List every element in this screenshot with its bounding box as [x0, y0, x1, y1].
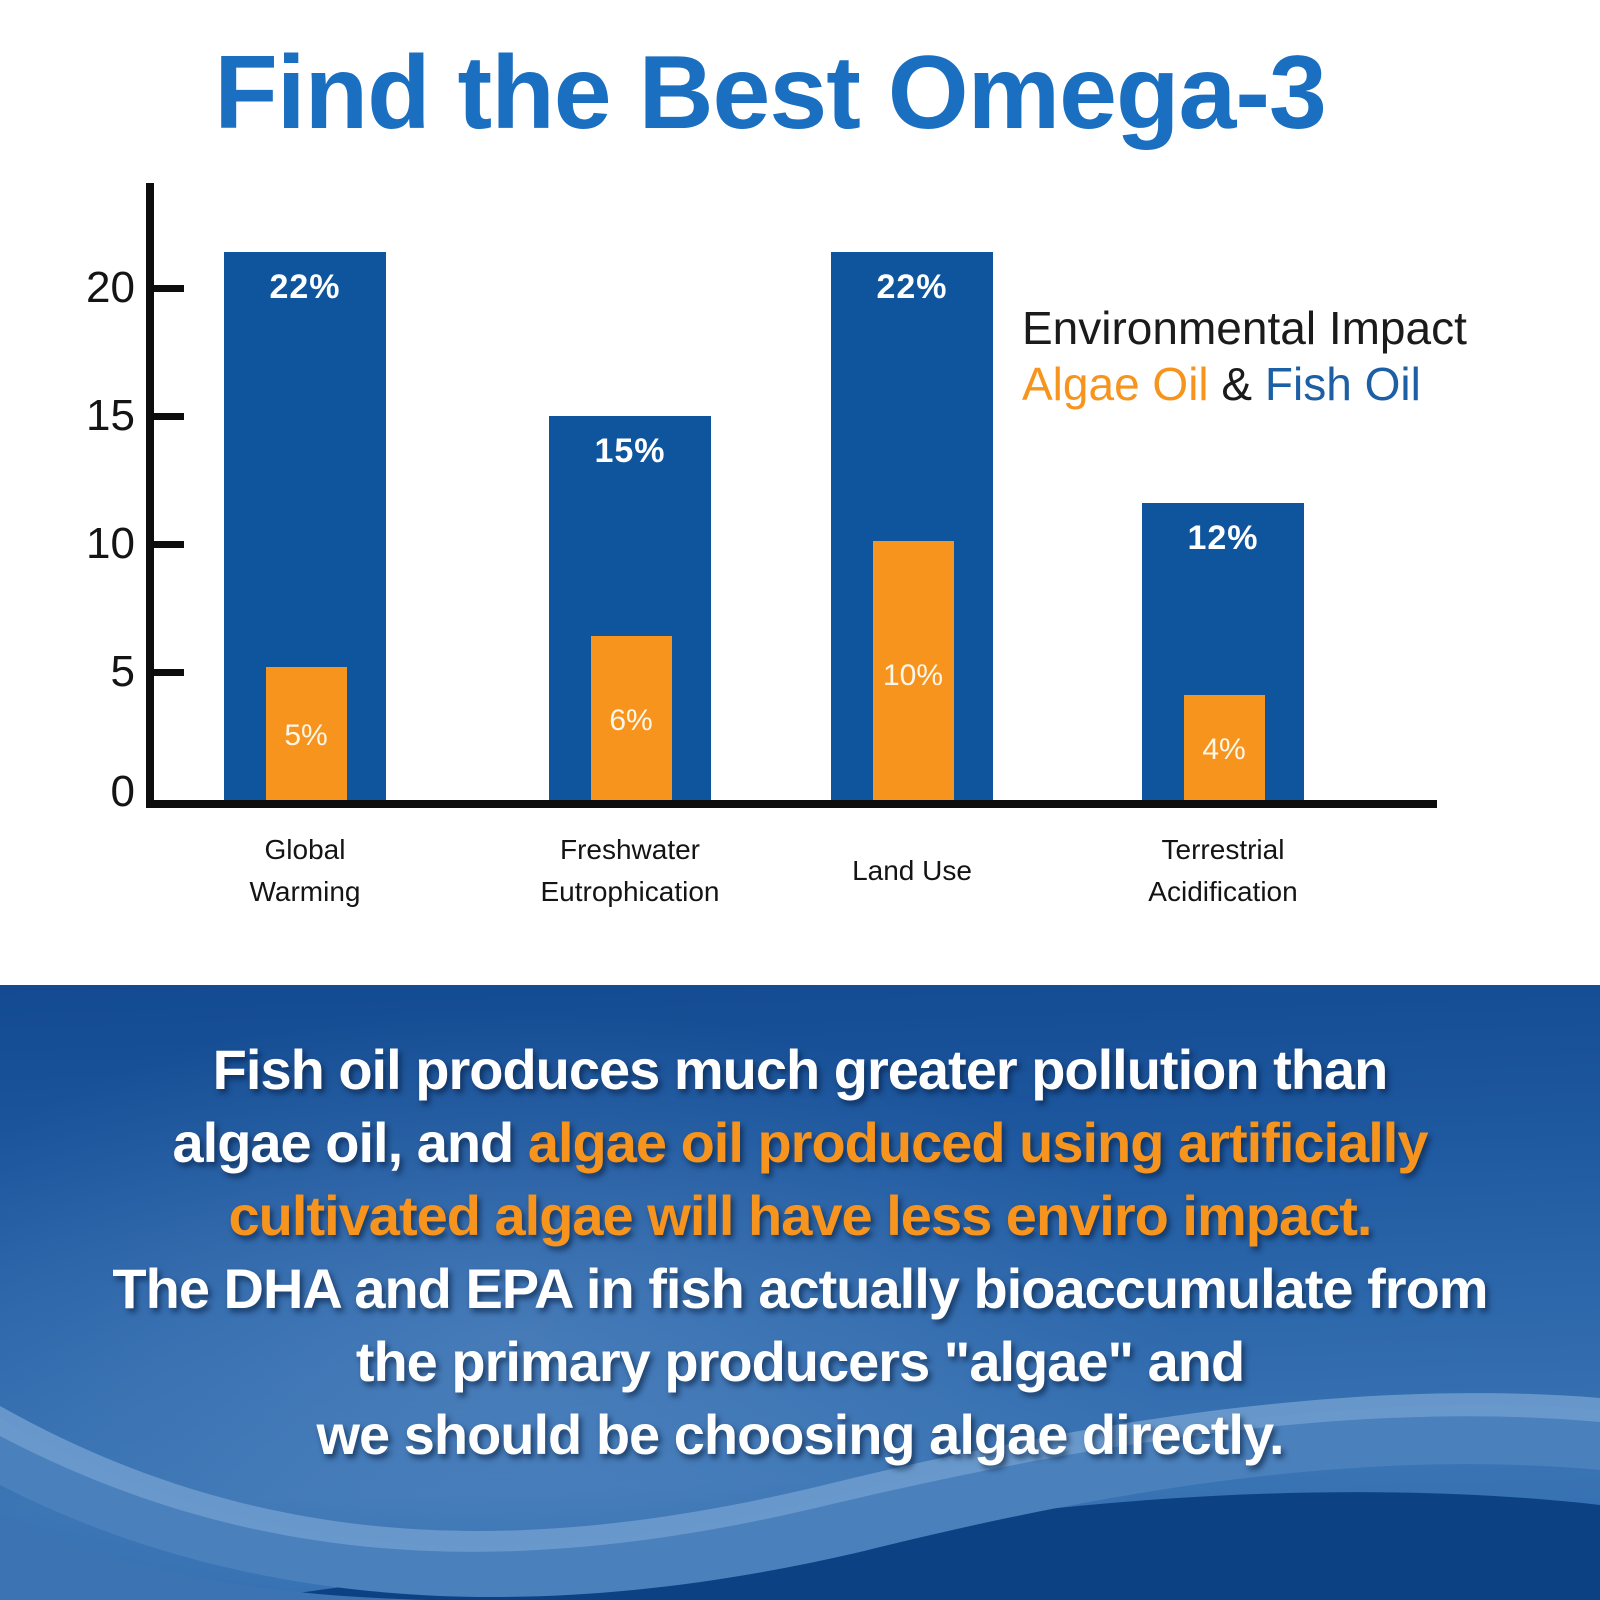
legend-title: Environmental Impact — [1022, 302, 1467, 354]
footer-text-segment: Fish oil produces much greater pollution… — [212, 1038, 1389, 1101]
y-tick-label: 0 — [110, 767, 135, 816]
wave-corner-shape — [0, 1512, 430, 1600]
y-axis-line — [146, 183, 154, 808]
wave-decoration — [0, 1393, 1600, 1600]
algae-oil-value-label: 4% — [1202, 732, 1246, 766]
category-label: Freshwater Eutrophication — [480, 828, 780, 914]
algae-oil-value-label: 6% — [609, 704, 653, 738]
fish-oil-value-label: 15% — [594, 432, 666, 470]
footer-panel: Fish oil produces much greater pollution… — [0, 985, 1600, 1600]
chart-legend: Environmental Impact Algae Oil & Fish Oi… — [1022, 300, 1467, 412]
legend-algae-oil-label: Algae Oil — [1022, 358, 1209, 410]
footer-line: The DHA and EPA in fish actually bioaccu… — [112, 1252, 1488, 1325]
footer-text-segment: The DHA and EPA in fish actually bioaccu… — [112, 1257, 1488, 1320]
category-label: Terrestrial Acidification — [1073, 828, 1373, 914]
footer-line: cultivated algae will have less enviro i… — [228, 1179, 1373, 1252]
footer-text-block: Fish oil produces much greater pollution… — [0, 1033, 1600, 1471]
bar-chart: 0 5 10 15 20 22% 5% 15% 6% 22% 10% 12% 4% Global War… — [86, 183, 1467, 914]
footer-text-segment: algae oil, and — [172, 1111, 528, 1174]
footer-highlight-text: cultivated algae will have less enviro i… — [228, 1184, 1373, 1247]
y-tick-mark — [154, 284, 184, 292]
legend-fish-oil-label: Fish Oil — [1264, 358, 1421, 410]
x-axis-line — [146, 800, 1437, 808]
fish-oil-value-label: 22% — [269, 268, 341, 307]
category-label-line: Eutrophication — [540, 876, 720, 907]
algae-oil-bar: 5% — [265, 666, 347, 800]
legend-series-line: Algae Oil & Fish Oil — [1022, 356, 1467, 412]
wave-highlight-shape — [0, 1393, 1600, 1552]
legend-ampersand: & — [1208, 358, 1265, 410]
footer-text-segment: we should be choosing algae directly. — [316, 1403, 1284, 1466]
y-tick-mark — [154, 412, 184, 420]
category-label-line: Acidification — [1148, 876, 1298, 907]
y-tick-mark — [154, 668, 184, 676]
category-label-line: Land Use — [852, 855, 972, 886]
category-label-line: Warming — [249, 876, 361, 907]
footer-text-segment: the primary producers "algae" and — [355, 1330, 1245, 1393]
footer-line: algae oil, and algae oil produced using … — [172, 1106, 1429, 1179]
footer-line: the primary producers "algae" and — [355, 1325, 1245, 1398]
page-title: Find the Best Omega-3 — [214, 35, 1327, 151]
y-tick-label: 20 — [86, 263, 135, 312]
category-label: Land Use — [762, 828, 1062, 914]
y-tick-label: 15 — [86, 391, 135, 440]
footer-highlight-text: algae oil produced using artificially — [527, 1111, 1429, 1174]
category-label: Global Warming — [155, 828, 455, 914]
category-label-line: Terrestrial — [1161, 834, 1285, 865]
footer-line: we should be choosing algae directly. — [316, 1398, 1284, 1471]
y-tick-mark — [154, 540, 184, 548]
algae-oil-value-label: 5% — [284, 719, 328, 753]
fish-oil-value-label: 12% — [1187, 519, 1259, 558]
footer-line: Fish oil produces much greater pollution… — [212, 1033, 1389, 1106]
y-tick-label: 5 — [110, 647, 135, 696]
algae-oil-bar: 4% — [1183, 695, 1265, 800]
category-label-line: Global — [264, 834, 346, 865]
algae-oil-bar: 10% — [872, 541, 954, 800]
algae-oil-value-label: 10% — [882, 658, 944, 692]
category-label-line: Freshwater — [559, 834, 701, 865]
y-tick-label: 10 — [86, 519, 135, 568]
fish-oil-value-label: 22% — [876, 268, 948, 307]
algae-oil-bar: 6% — [590, 636, 672, 800]
